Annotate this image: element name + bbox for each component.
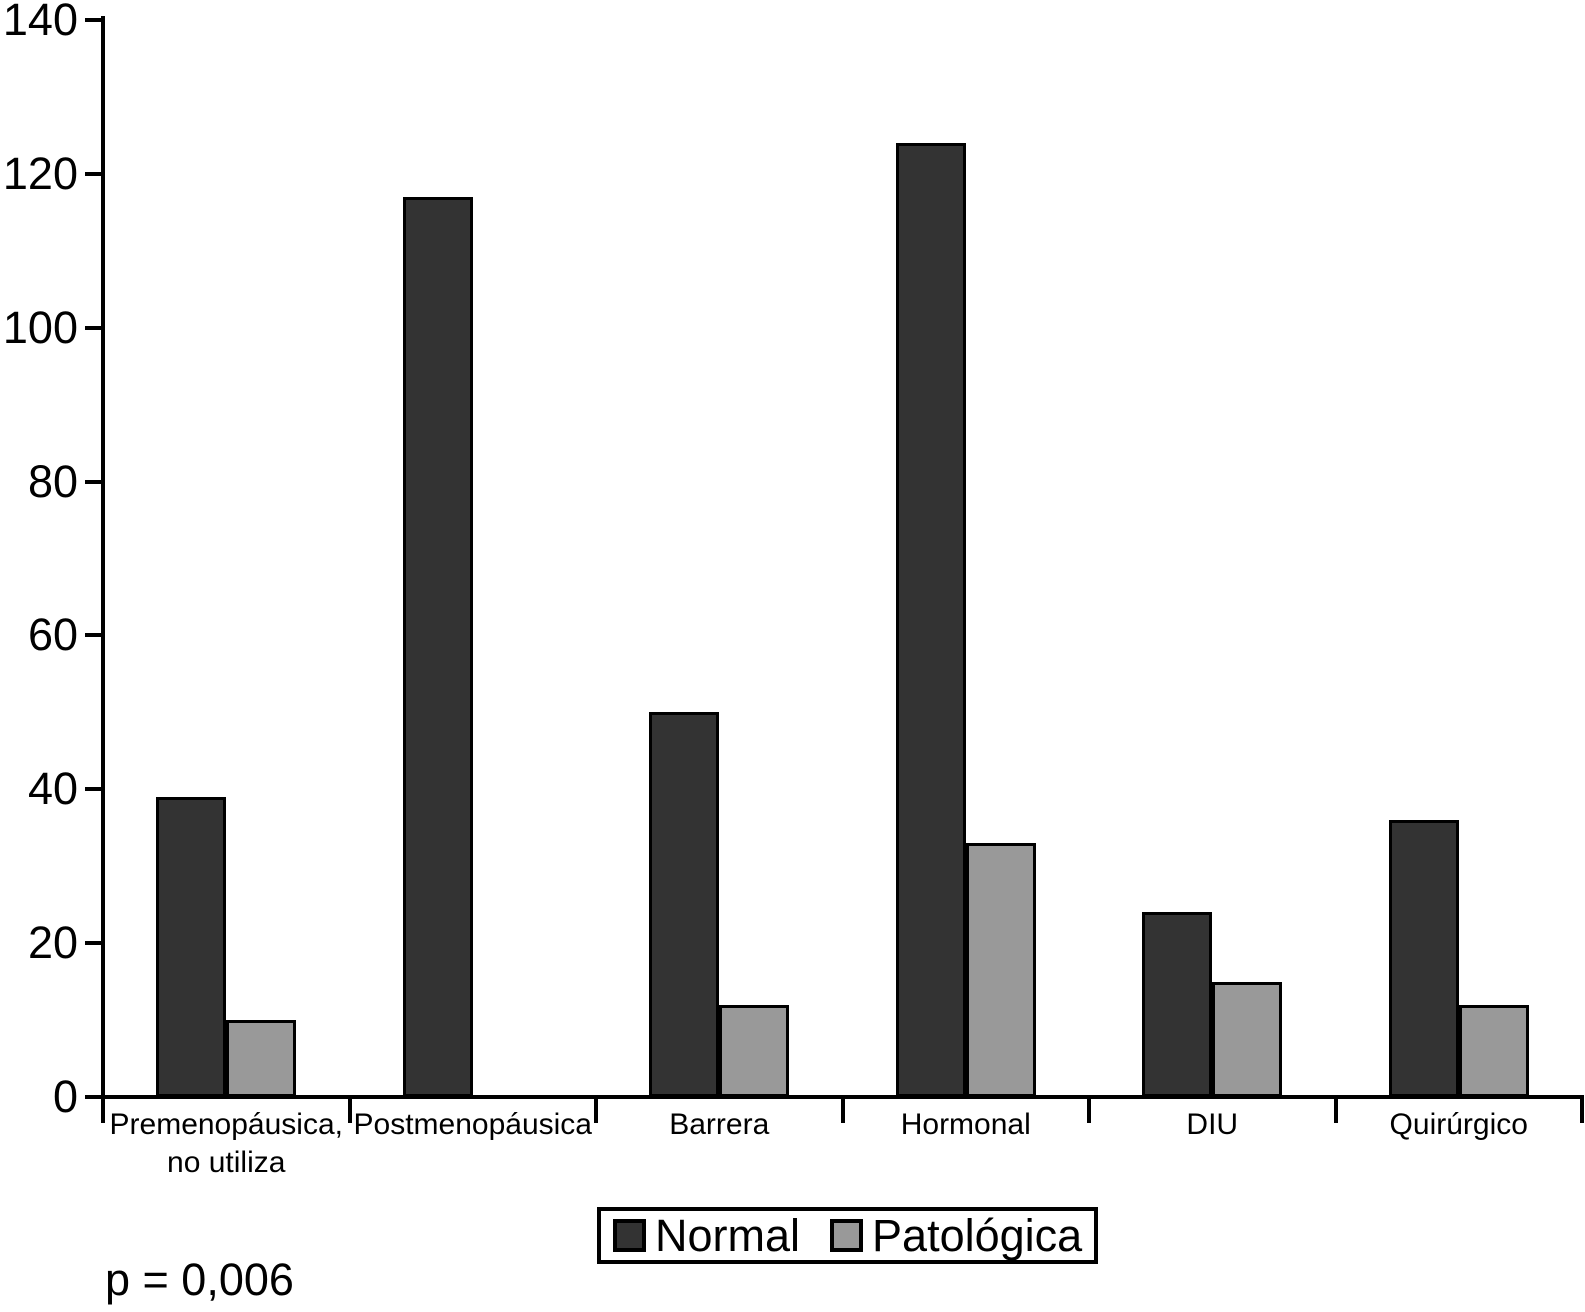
y-axis-tick (85, 787, 103, 792)
y-axis-tick (85, 171, 103, 176)
x-category-label-line: DIU (1186, 1108, 1239, 1141)
y-axis-tick (85, 479, 103, 484)
legend-swatch-patologica-icon (830, 1219, 864, 1252)
x-category-label-line: Hormonal (900, 1108, 1031, 1141)
x-category-label-line: Postmenopáusica (353, 1108, 592, 1141)
y-axis-tick (85, 18, 103, 22)
y-tick-label: 20 (27, 917, 78, 969)
x-axis-tick (840, 1099, 845, 1123)
bar-normal-5 (1142, 912, 1213, 1097)
x-axis-tick (594, 1099, 598, 1123)
y-tick-label: 0 (52, 1071, 78, 1122)
x-category-label-line: Quirúrgico (1389, 1108, 1528, 1141)
legend-label-patologica: Patológica (872, 1209, 1083, 1261)
x-category-label-line: Barrera (669, 1108, 770, 1141)
bar-patologica-6 (1458, 1004, 1529, 1097)
y-tick-label: 60 (27, 609, 78, 661)
bar-normal-4 (895, 143, 966, 1097)
bar-patologica-5 (1212, 981, 1283, 1097)
x-category-label: Hormonal (843, 1106, 1090, 1144)
y-axis-tick (85, 633, 103, 638)
x-category-label-line: no utiliza (167, 1146, 286, 1179)
legend-swatch-normal-icon (613, 1219, 646, 1252)
y-axis-line (101, 16, 105, 1121)
x-category-label: Barrera (596, 1106, 843, 1144)
x-category-label: Postmenopáusica (350, 1106, 597, 1144)
y-axis-tick (85, 941, 103, 946)
legend: Normal Patológica (597, 1207, 1099, 1264)
x-axis-tick (1580, 1099, 1584, 1123)
y-tick-label: 100 (2, 301, 78, 353)
legend-item-patologica: Patológica (830, 1209, 1083, 1261)
y-tick-label: 80 (27, 455, 78, 507)
bar-normal-2 (402, 196, 473, 1097)
x-category-label-line: Premenopáusica, (109, 1108, 343, 1141)
y-axis-tick (85, 325, 103, 330)
legend-item-normal: Normal (613, 1209, 801, 1261)
x-category-label: DIU (1089, 1106, 1336, 1144)
x-axis-tick (1333, 1099, 1338, 1123)
y-tick-label: 40 (27, 763, 78, 815)
bar-normal-3 (649, 712, 720, 1097)
x-axis-tick (347, 1099, 352, 1123)
bar-normal-1 (156, 796, 227, 1097)
legend-label-normal: Normal (655, 1209, 801, 1261)
x-axis-tick (1087, 1099, 1091, 1123)
bar-patologica-4 (965, 843, 1036, 1097)
y-axis-tick (85, 1095, 103, 1099)
x-category-label: Quirúrgico (1336, 1106, 1583, 1144)
bar-patologica-3 (719, 1004, 790, 1097)
x-category-label: Premenopáusica, no utiliza (103, 1106, 350, 1182)
x-axis-line (101, 1095, 1584, 1099)
p-value-annotation: p = 0,006 (105, 1254, 294, 1305)
bar-patologica-1 (226, 1020, 297, 1097)
y-tick-label: 140 (2, 0, 78, 45)
bar-normal-6 (1388, 820, 1459, 1097)
y-tick-label: 120 (2, 147, 78, 199)
